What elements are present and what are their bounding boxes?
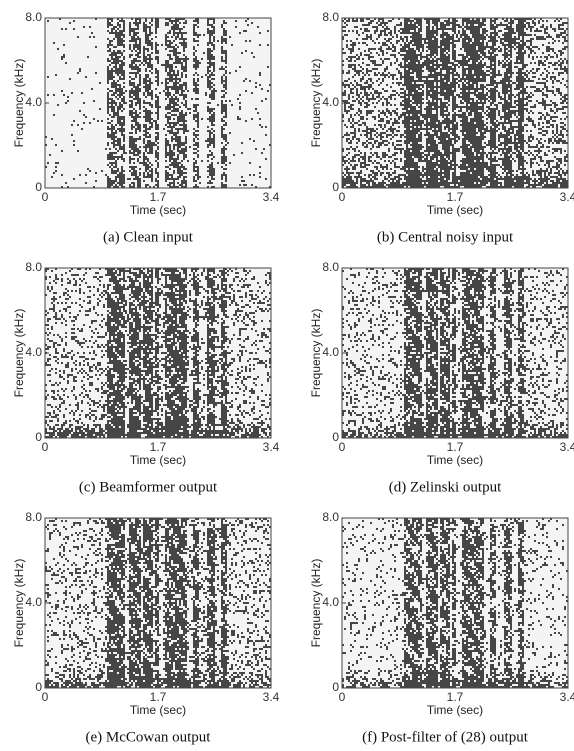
x-tick-label: 0 [339, 440, 346, 454]
x-axis-label: Time (sec) [427, 703, 483, 717]
y-tick-label: 8.0 [322, 10, 339, 24]
caption: (a) Clean input [103, 229, 194, 245]
x-tick-label: 0 [339, 190, 346, 204]
x-tick-label: 3.4 [560, 190, 574, 204]
y-tick-label: 8.0 [322, 260, 339, 274]
y-tick-label: 8.0 [25, 260, 42, 274]
y-tick-label: 0 [35, 430, 42, 444]
y-tick-label: 0 [35, 180, 42, 194]
y-tick-label: 4.0 [25, 95, 42, 109]
y-axis-label: Frequency (kHz) [309, 309, 323, 398]
spectrogram-texture [342, 268, 568, 438]
x-tick-label: 0 [42, 440, 49, 454]
caption: (f) Post-filter of (28) output [362, 729, 529, 745]
y-axis-label: Frequency (kHz) [12, 309, 26, 398]
caption: (c) Beamformer output [79, 479, 218, 495]
x-tick-label: 1.7 [447, 440, 464, 454]
y-tick-label: 8.0 [25, 510, 42, 524]
x-tick-label: 1.7 [150, 190, 167, 204]
x-axis-label: Time (sec) [130, 703, 186, 717]
y-tick-label: 4.0 [322, 595, 339, 609]
x-axis-label: Time (sec) [130, 453, 186, 467]
spectrogram-texture [45, 268, 271, 438]
y-tick-label: 0 [35, 680, 42, 694]
y-tick-label: 0 [332, 180, 339, 194]
y-tick-label: 4.0 [25, 345, 42, 359]
x-tick-label: 0 [339, 690, 346, 704]
caption: (b) Central noisy input [377, 229, 514, 245]
x-axis-label: Time (sec) [130, 203, 186, 217]
x-tick-label: 3.4 [263, 690, 280, 704]
caption: (d) Zelinski output [389, 479, 502, 495]
y-tick-label: 0 [332, 430, 339, 444]
caption: (e) McCowan output [86, 729, 212, 745]
spectrogram-texture [342, 518, 568, 688]
x-tick-label: 1.7 [447, 690, 464, 704]
x-tick-label: 3.4 [560, 440, 574, 454]
x-axis-label: Time (sec) [427, 453, 483, 467]
y-axis-label: Frequency (kHz) [309, 59, 323, 148]
spectrogram-texture [342, 18, 568, 188]
x-tick-label: 3.4 [263, 190, 280, 204]
x-axis-label: Time (sec) [427, 203, 483, 217]
y-tick-label: 4.0 [25, 595, 42, 609]
y-tick-label: 4.0 [322, 95, 339, 109]
x-tick-label: 1.7 [150, 440, 167, 454]
x-tick-label: 1.7 [150, 690, 167, 704]
y-tick-label: 4.0 [322, 345, 339, 359]
x-tick-label: 3.4 [263, 440, 280, 454]
y-axis-label: Frequency (kHz) [12, 559, 26, 648]
x-tick-label: 3.4 [560, 690, 574, 704]
x-tick-label: 0 [42, 190, 49, 204]
y-tick-label: 0 [332, 680, 339, 694]
y-axis-label: Frequency (kHz) [309, 559, 323, 648]
x-tick-label: 1.7 [447, 190, 464, 204]
spectrogram-texture [45, 518, 271, 688]
y-axis-label: Frequency (kHz) [12, 59, 26, 148]
x-tick-label: 0 [42, 690, 49, 704]
spectrogram-texture [45, 18, 271, 188]
y-tick-label: 8.0 [322, 510, 339, 524]
y-tick-label: 8.0 [25, 10, 42, 24]
